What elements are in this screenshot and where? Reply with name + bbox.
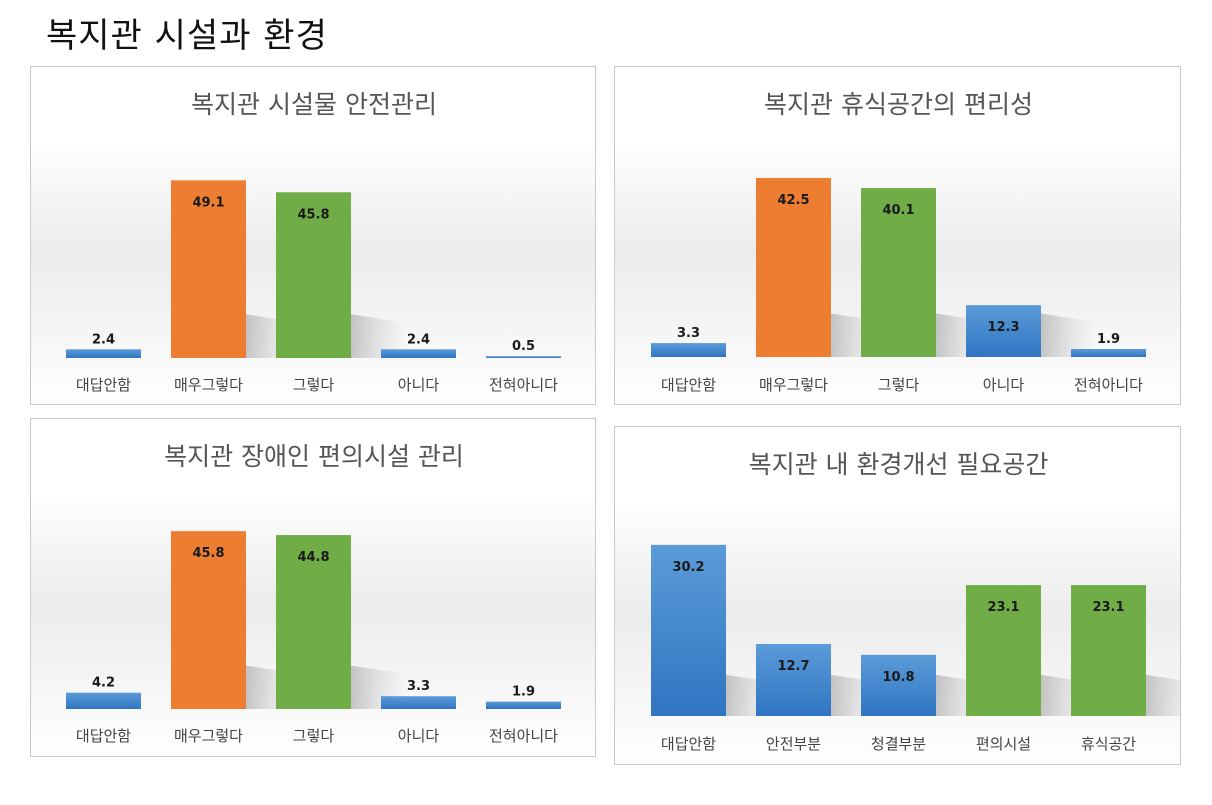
value-label: 30.2: [672, 560, 704, 575]
value-label: 23.1: [987, 600, 1019, 615]
bar-improvement-5: [1071, 585, 1146, 716]
value-label: 45.8: [297, 207, 329, 222]
category-label: 전혀아니다: [489, 727, 558, 745]
category-label: 아니다: [983, 376, 1025, 394]
bar-safety-5: [486, 356, 561, 358]
chart-rest-space: 복지관 휴식공간의 편리성 3.3 대답안함 42.5 매우그렇다 40.1 그렇다 12.3…: [651, 90, 1146, 394]
value-label: 0.5: [512, 339, 535, 354]
chart-title: 복지관 시설물 안전관리: [191, 90, 437, 119]
category-label: 매우그렇다: [759, 376, 828, 394]
chart-panel-safety: 복지관 시설물 안전관리 2.4 대답안함 49.1 매우그렇다 45.8 그렇다 2.4 아니…: [30, 66, 596, 405]
category-label: 아니다: [398, 376, 440, 394]
chart-safety: 복지관 시설물 안전관리 2.4 대답안함 49.1 매우그렇다 45.8 그렇다 2.4 아니…: [66, 90, 561, 394]
category-label: 전혀아니다: [1074, 376, 1143, 394]
chart-title: 복지관 장애인 편의시설 관리: [164, 442, 464, 471]
chart-panel-improvement: 복지관 내 환경개선 필요공간 30.2 대답안함 12.7 안전부분 10.8 청결부분 2…: [614, 426, 1181, 765]
bar-improvement-3: [861, 654, 936, 716]
bar-accessibility-2: [171, 531, 246, 709]
value-label: 23.1: [1092, 600, 1124, 615]
category-label: 청결부분: [871, 735, 926, 753]
value-label: 45.8: [192, 546, 224, 561]
category-label: 그렇다: [878, 376, 920, 394]
bar-safety-2: [171, 180, 246, 358]
value-label: 12.7: [777, 659, 809, 674]
bar-improvement-2: [756, 644, 831, 716]
category-label: 안전부분: [766, 735, 821, 753]
bar-rest-space-3: [861, 188, 936, 357]
bar-accessibility-3: [276, 535, 351, 709]
page-title: 복지관 시설과 환경: [46, 16, 328, 56]
bar-rest-space-5: [1071, 348, 1146, 357]
chart-panel-rest-space: 복지관 휴식공간의 편리성 3.3 대답안함 42.5 매우그렇다 40.1 그렇다 12.3…: [614, 66, 1181, 405]
chart-title: 복지관 휴식공간의 편리성: [764, 90, 1033, 119]
chart-improvement: 복지관 내 환경개선 필요공간 30.2 대답안함 12.7 안전부분 10.8 청결부분 2…: [651, 450, 1180, 753]
value-label: 40.1: [882, 203, 914, 218]
chart-title: 복지관 내 환경개선 필요공간: [749, 450, 1049, 479]
value-label: 2.4: [92, 332, 115, 347]
value-label: 2.4: [407, 332, 430, 347]
chart-panel-accessibility: 복지관 장애인 편의시설 관리 4.2 대답안함 45.8 매우그렇다 44.8 그렇다 3.…: [30, 418, 596, 757]
bar-shadow: [1146, 674, 1180, 716]
category-label: 그렇다: [293, 376, 335, 394]
category-label: 휴식공간: [1081, 735, 1136, 753]
category-label: 그렇다: [293, 727, 335, 745]
value-label: 42.5: [777, 193, 809, 208]
category-label: 아니다: [398, 727, 440, 745]
category-label: 대답안함: [76, 376, 131, 394]
category-label: 전혀아니다: [489, 376, 558, 394]
value-label: 1.9: [1097, 332, 1120, 347]
value-label: 12.3: [987, 320, 1019, 335]
bar-shadow: [1041, 313, 1096, 357]
bar-shadow: [351, 314, 406, 358]
value-label: 3.3: [407, 679, 430, 694]
bar-safety-1: [66, 349, 141, 358]
category-label: 매우그렇다: [174, 376, 243, 394]
bar-rest-space-4: [966, 305, 1041, 357]
value-label: 1.9: [512, 685, 535, 700]
bar-safety-4: [381, 349, 456, 358]
category-label: 편의시설: [976, 735, 1031, 753]
bar-rest-space-2: [756, 177, 831, 357]
category-label: 대답안함: [661, 376, 716, 394]
category-label: 매우그렇다: [174, 727, 243, 745]
value-label: 49.1: [192, 195, 224, 210]
value-label: 3.3: [677, 326, 700, 341]
bar-rest-space-1: [651, 343, 726, 357]
bar-improvement-4: [966, 585, 1041, 716]
bar-accessibility-5: [486, 701, 561, 709]
value-label: 44.8: [297, 550, 329, 565]
bar-accessibility-1: [66, 692, 141, 709]
value-label: 10.8: [882, 670, 914, 685]
bar-safety-3: [276, 192, 351, 358]
chart-accessibility: 복지관 장애인 편의시설 관리 4.2 대답안함 45.8 매우그렇다 44.8 그렇다 3.…: [66, 442, 561, 745]
category-label: 대답안함: [661, 735, 716, 753]
category-label: 대답안함: [76, 727, 131, 745]
bar-accessibility-4: [381, 696, 456, 709]
bar-improvement-1: [651, 544, 726, 716]
value-label: 4.2: [92, 676, 115, 691]
